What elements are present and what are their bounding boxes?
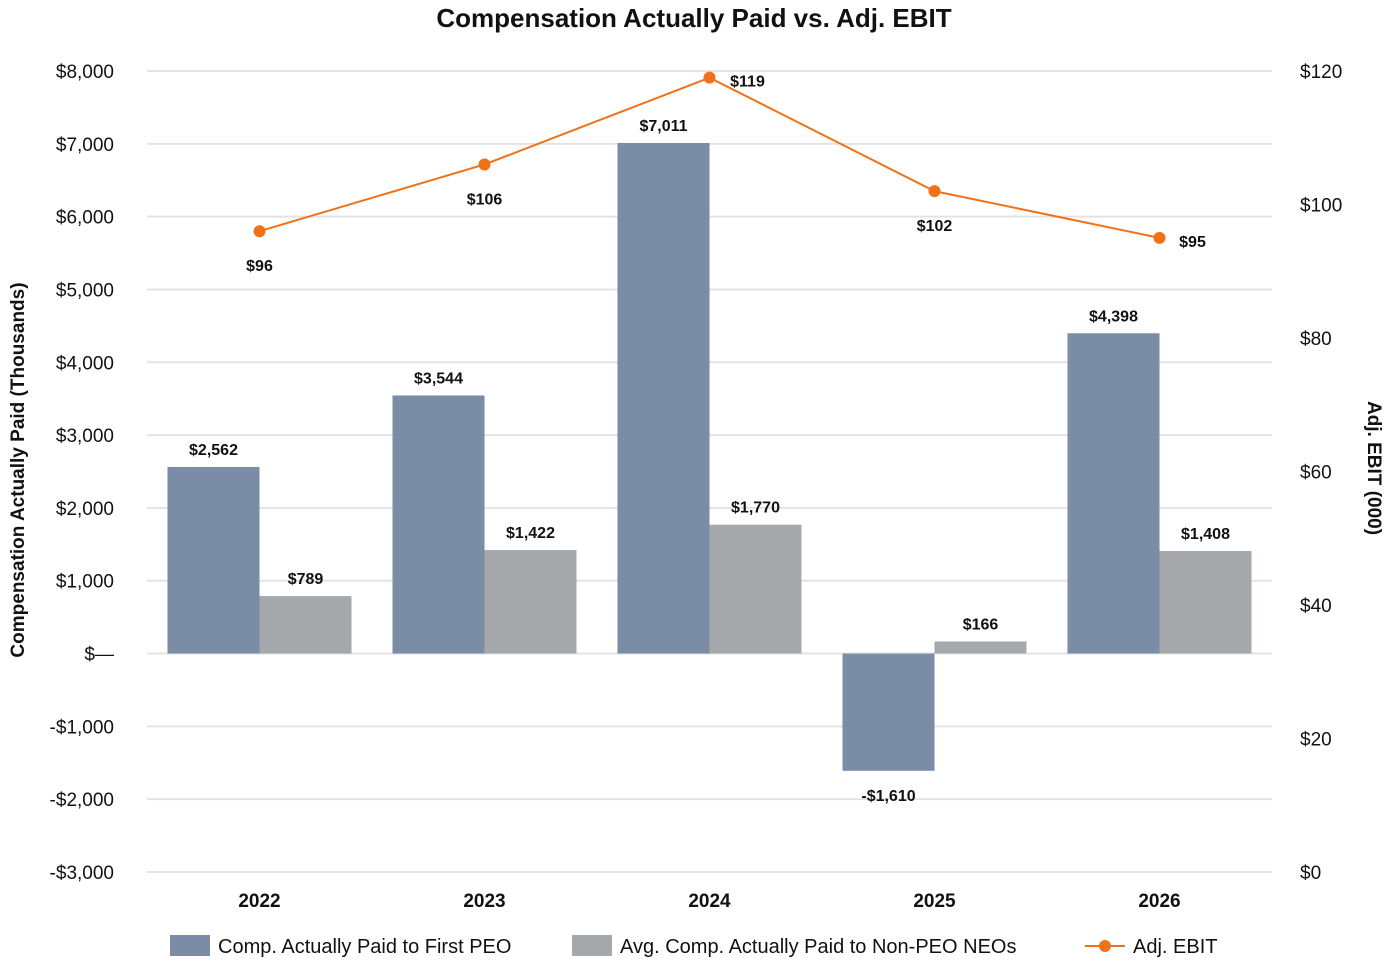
ebit-point	[253, 225, 266, 238]
ebit-point	[1153, 231, 1166, 244]
bar-data-label: $2,562	[189, 442, 238, 459]
line-data-label: $102	[917, 218, 953, 235]
bar	[617, 143, 710, 654]
bar-data-label: $166	[963, 616, 999, 633]
right-tick-label: $100	[1300, 196, 1342, 217]
line-series	[253, 71, 1166, 244]
bar-data-label: $1,422	[506, 525, 555, 542]
right-tick-label: $40	[1300, 596, 1332, 617]
bar	[392, 395, 485, 654]
category-label: 2022	[238, 891, 280, 912]
bar-data-label: $7,011	[639, 118, 687, 135]
line-data-label: $96	[246, 258, 273, 275]
legend-swatch-first-peo	[170, 935, 210, 956]
right-tick-label: $60	[1300, 463, 1332, 484]
line-data-label: $95	[1179, 234, 1206, 251]
line-data-label: $119	[730, 74, 765, 91]
left-tick-label: -$1,000	[50, 717, 114, 738]
right-tick-label: $80	[1300, 329, 1332, 350]
left-tick-label: $5,000	[56, 280, 114, 301]
bar-series	[167, 143, 1252, 771]
bar-data-label: -$1,610	[861, 788, 915, 805]
right-axis-ticks: $120 $100 $80 $60 $40 $20 $0	[1300, 62, 1342, 884]
right-tick-label: $0	[1300, 863, 1321, 884]
legend-swatch-ebit-marker	[1099, 940, 1111, 952]
ebit-point	[478, 158, 491, 171]
left-tick-label: $—	[84, 645, 114, 666]
bar	[934, 641, 1027, 654]
ebit-point	[703, 71, 716, 84]
bar	[709, 524, 802, 654]
left-tick-label: $2,000	[56, 499, 114, 520]
left-tick-label: $4,000	[56, 353, 114, 374]
bar	[1159, 551, 1252, 654]
legend-label-ebit: Adj. EBIT	[1133, 936, 1217, 958]
legend-label-non-peo: Avg. Comp. Actually Paid to Non-PEO NEOs	[620, 936, 1016, 958]
category-label: 2024	[688, 891, 731, 912]
bar	[842, 653, 935, 771]
left-tick-label: $7,000	[56, 135, 114, 156]
left-tick-label: $8,000	[56, 62, 114, 83]
legend: Comp. Actually Paid to First PEO Avg. Com…	[170, 935, 1217, 958]
left-tick-label: $6,000	[56, 208, 114, 229]
category-label: 2025	[913, 891, 956, 912]
legend-label-first-peo: Comp. Actually Paid to First PEO	[218, 936, 511, 958]
left-tick-label: -$2,000	[50, 790, 114, 811]
legend-swatch-non-peo	[572, 935, 612, 956]
bar	[484, 549, 577, 654]
bar-data-label: $4,398	[1089, 308, 1138, 325]
bar-data-label: $1,408	[1181, 526, 1230, 543]
bar	[259, 596, 352, 654]
chart-title: Compensation Actually Paid vs. Adj. EBIT	[436, 3, 951, 33]
data-labels: $2,562 $3,544 $7,011 -$1,610 $4,398 $789 $1,42…	[189, 74, 1230, 805]
line-data-label: $106	[467, 191, 503, 208]
right-axis-title: Adj. EBIT (000)	[1363, 401, 1384, 535]
bar	[167, 466, 260, 654]
right-tick-label: $120	[1300, 62, 1342, 83]
left-axis-ticks: $8,000 $7,000 $6,000 $5,000 $4,000 $3,000 $2,0…	[50, 62, 114, 884]
left-tick-label: $1,000	[56, 572, 114, 593]
category-axis-labels: 2022 2023 2024 2025 2026	[238, 891, 1180, 912]
category-label: 2026	[1138, 891, 1180, 912]
left-tick-label: $3,000	[56, 426, 114, 447]
bar-data-label: $1,770	[731, 500, 780, 517]
bar-data-label: $3,544	[414, 370, 463, 387]
left-axis-title: Compensation Actually Paid (Thousands)	[8, 282, 29, 657]
category-label: 2023	[463, 891, 505, 912]
right-tick-label: $20	[1300, 730, 1332, 751]
bar-data-label: $789	[288, 571, 324, 588]
bar	[1067, 333, 1160, 654]
ebit-point	[928, 185, 941, 198]
left-tick-label: -$3,000	[50, 863, 114, 884]
